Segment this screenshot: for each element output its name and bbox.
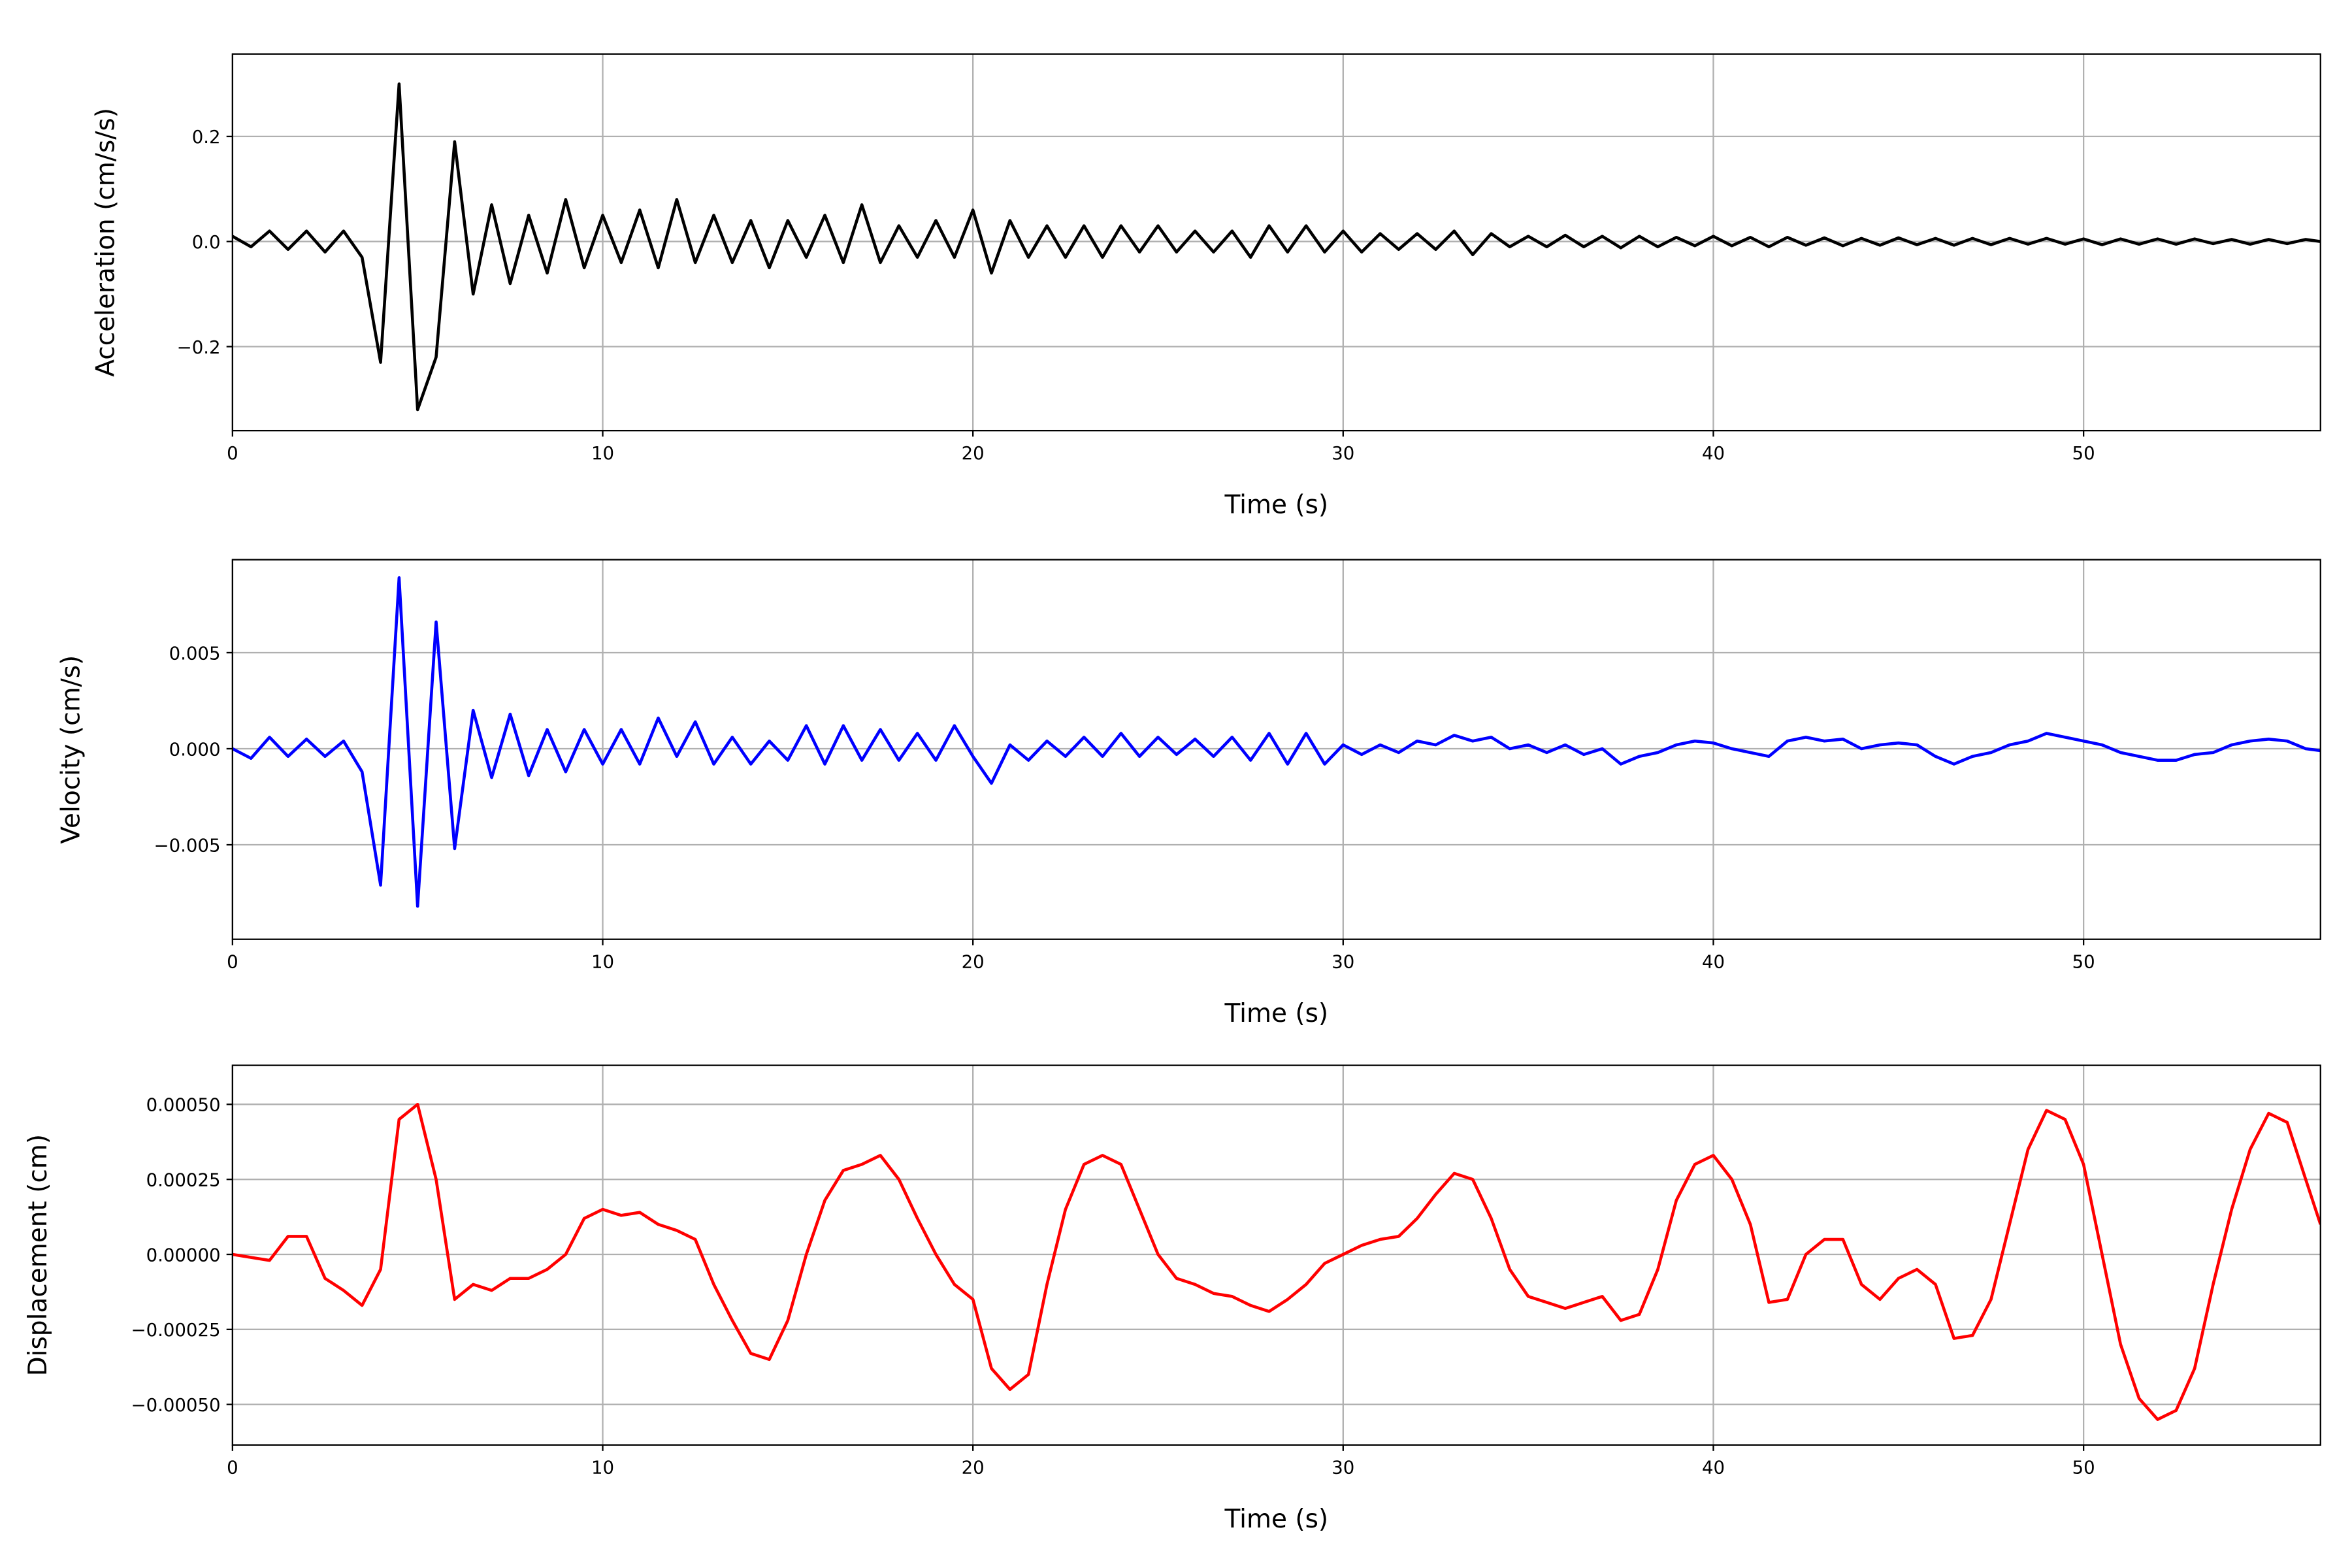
x-axis-label: Time (s) [1224,1505,1329,1534]
x-tick-label: 10 [591,1457,614,1478]
axes-frame [231,559,2321,940]
x-tick-label: 40 [1702,1457,1725,1478]
x-tick-label: 10 [591,951,614,972]
axes-frame [231,1064,2321,1446]
x-tick-label: 30 [1331,951,1354,972]
y-tick-label: −0.005 [154,835,221,856]
y-tick-label: 0.2 [192,127,221,148]
y-tick-label: −0.00050 [131,1395,221,1416]
axes-frame [231,53,2321,432]
x-tick-label: 50 [2072,951,2095,972]
x-tick-label: 0 [227,443,238,464]
y-tick-label: 0.000 [169,739,221,760]
y-axis-label: Acceleration (cm/s/s) [91,108,120,377]
x-tick-label: 50 [2072,443,2095,464]
x-tick-label: 0 [227,1457,238,1478]
y-axis-label: Displacement (cm) [24,1134,53,1377]
y-tick-label: 0.00025 [146,1169,221,1190]
x-axis-label: Time (s) [1224,490,1329,519]
y-tick-label: −0.00025 [131,1320,221,1341]
x-tick-label: 20 [962,443,985,464]
y-tick-label: −0.2 [177,337,221,358]
x-tick-label: 0 [227,951,238,972]
x-tick-label: 40 [1702,951,1725,972]
x-tick-label: 40 [1702,443,1725,464]
x-tick-label: 20 [962,951,985,972]
x-axis-label: Time (s) [1224,999,1329,1028]
x-tick-label: 10 [591,443,614,464]
y-axis-label: Velocity (cm/s) [57,655,86,844]
data-line [232,82,2321,412]
y-tick-label: 0.00050 [146,1095,221,1116]
x-tick-label: 30 [1331,1457,1354,1478]
data-line [232,1103,2321,1421]
y-tick-label: 0.0 [192,232,221,253]
x-tick-label: 50 [2072,1457,2095,1478]
x-tick-label: 20 [962,1457,985,1478]
y-tick-label: 0.00000 [146,1245,221,1266]
y-tick-label: 0.005 [169,643,221,664]
data-line [232,576,2321,908]
x-tick-label: 30 [1331,443,1354,464]
